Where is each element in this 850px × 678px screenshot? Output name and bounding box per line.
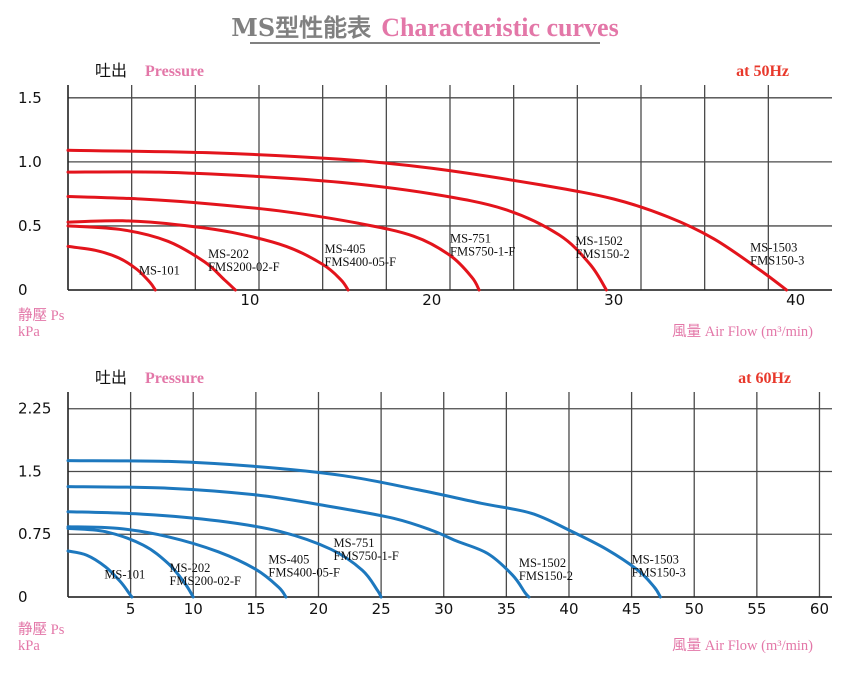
curve-ms-202-60hz [66,526,195,599]
curve-sublabel-ms-1503-50hz: FMS150-3 [750,254,804,268]
x-tick-label-60hz: 30 [434,600,453,618]
curve-sublabel-ms-1502-60hz: FMS150-2 [519,569,573,583]
curve-label-ms-202-60hz: MS-202 [169,561,210,575]
x-tick-label-50hz: 20 [422,291,441,309]
y-tick-label-50hz: 1.5 [18,89,42,107]
curve-label-ms-405-50hz: MS-405 [324,242,365,256]
x-tick-label-50hz: 40 [786,291,805,309]
x-tick-label-50hz: 10 [240,291,259,309]
curve-ms-1503-50hz [66,148,788,292]
x-axis-label-50hz: 風量 Air Flow (m³/min) [672,324,813,340]
frequency-label-50hz: at 50Hz [736,63,789,80]
curve-label-ms-101-50hz: MS-101 [139,264,180,278]
curve-ms-202-50hz [66,224,237,292]
curve-label-ms-751-60hz: MS-751 [334,536,375,550]
curve-sublabel-ms-202-60hz: FMS200-02-F [169,574,241,588]
x-tick-label-60hz: 50 [685,600,704,618]
curve-ms-101-60hz [66,549,134,599]
curve-sublabel-ms-405-60hz: FMS400-05-F [268,566,340,580]
y-tick-label-60hz: 2.25 [18,400,51,418]
x-tick-label-60hz: 25 [372,600,391,618]
x-tick-label-60hz: 45 [622,600,641,618]
curve-label-ms-1503-60hz: MS-1503 [632,553,679,567]
grid-60hz [67,392,832,598]
curves-50hz [66,148,788,292]
y-ticks-50hz: 0 0.5 1.0 1.5 [18,89,42,299]
x-tick-label-60hz: 15 [246,600,265,618]
curve-label-ms-405-60hz: MS-405 [268,553,309,567]
y-tick-label-60hz: 0 [18,588,28,606]
curve-label-ms-101-60hz: MS-101 [104,568,145,582]
curve-label-ms-1502-60hz: MS-1502 [519,556,566,570]
x-tick-label-60hz: 20 [309,600,328,618]
title-underline [250,42,600,44]
x-tick-label-60hz: 40 [559,600,578,618]
curve-ms-1503-60hz [66,459,662,599]
curve-ms-751-50hz [66,195,481,292]
curve-label-ms-1502-50hz: MS-1502 [576,234,623,248]
curve-sublabel-ms-1503-60hz: FMS150-3 [632,566,686,580]
y-tick-label-50hz: 0.5 [18,217,42,235]
y-tick-label-60hz: 1.5 [18,462,42,480]
x-tick-label-60hz: 10 [184,600,203,618]
y-axis-label-50hz: 静壓 Ps [18,307,65,324]
y-axis-unit-50hz: kPa [18,324,40,340]
y-tick-label-50hz: 0 [18,281,28,299]
x-tick-label-60hz: 60 [810,600,829,618]
curve-label-ms-202-50hz: MS-202 [208,247,249,261]
x-tick-label-60hz: 5 [126,600,136,618]
chart-title: MS型性能表 Characteristic curves [0,8,850,43]
x-axis-label-60hz: 風量 Air Flow (m³/min) [672,638,813,654]
curve-sublabel-ms-751-50hz: FMS750-1-F [450,245,515,259]
x-tick-label-50hz: 30 [604,291,623,309]
curve-sublabel-ms-751-60hz: FMS750-1-F [334,549,399,563]
curve-sublabel-ms-1502-50hz: FMS150-2 [576,247,630,261]
grid-50hz [67,85,832,291]
curve-ms-101-50hz [66,244,157,292]
y-axis-unit-60hz: kPa [18,638,40,654]
curve-sublabel-ms-202-50hz: FMS200-02-F [208,260,280,274]
curve-ms-751-60hz [66,510,383,599]
curve-ms-405-50hz [66,219,350,292]
x-tick-label-60hz: 55 [747,600,766,618]
curve-label-ms-1503-50hz: MS-1503 [750,241,797,255]
y-axis-label-60hz: 静壓 Ps [18,621,65,638]
frequency-label-60hz: at 60Hz [738,370,791,387]
x-tick-label-60hz: 35 [497,600,516,618]
curve-label-ms-751-50hz: MS-751 [450,232,491,246]
curve-sublabel-ms-405-50hz: FMS400-05-F [324,255,396,269]
curves-60hz [66,459,662,599]
pressure-label-cn-50hz: 吐出 [95,61,127,80]
x-ticks-50hz: 10 20 30 40 [240,291,805,309]
curve-ms-1502-50hz [66,170,608,292]
title-english: Characteristic curves [381,13,619,42]
pressure-label-cn-60hz: 吐出 [95,368,127,387]
x-ticks-60hz: 5 10 15 20 25 30 35 40 45 50 55 60 [126,600,829,618]
y-tick-label-50hz: 1.0 [18,153,42,171]
pressure-label-en-50hz: Pressure [145,63,204,80]
y-ticks-60hz: 0 0.75 1.5 2.25 [18,400,51,606]
title-main: MS型性能表 [231,13,372,42]
curve-ms-405-60hz [66,525,288,599]
curve-ms-1502-60hz [66,485,531,599]
y-tick-label-60hz: 0.75 [18,525,51,543]
pressure-label-en-60hz: Pressure [145,370,204,387]
